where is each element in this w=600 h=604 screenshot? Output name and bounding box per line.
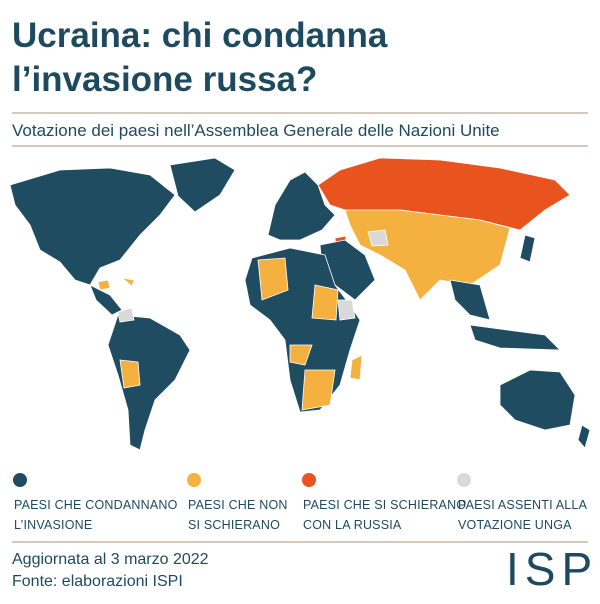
- region: [349, 354, 363, 381]
- region: [97, 279, 111, 291]
- legend-label: PAESI CHE NON: [188, 498, 288, 512]
- region: [257, 257, 289, 301]
- legend-label: PAESI ASSENTI ALLA: [458, 498, 588, 512]
- world-map: [9, 157, 591, 451]
- region: [449, 279, 491, 321]
- legend: PAESI CHE CONDANNANO L’INVASIONE PAESI CHE…: [13, 473, 588, 532]
- region: [367, 229, 389, 247]
- region: [107, 314, 191, 451]
- legend-swatch: [187, 473, 201, 487]
- region: [120, 277, 135, 287]
- region: [344, 209, 511, 301]
- region: [169, 157, 236, 213]
- legend-label: CON LA RUSSIA: [303, 518, 402, 532]
- region: [469, 324, 561, 351]
- region: [267, 171, 336, 241]
- legend-swatch: [302, 473, 316, 487]
- footer-line: Aggiornata al 3 marzo 2022: [12, 551, 209, 568]
- subtitle: Votazione dei paesi nell’Assemblea Gener…: [12, 121, 500, 140]
- region: [311, 284, 339, 321]
- title-line: l’invasione russa?: [12, 60, 317, 99]
- footer-line: Fonte: elaborazioni ISPI: [12, 573, 183, 590]
- legend-swatch: [13, 473, 27, 487]
- region: [301, 369, 336, 411]
- region: [577, 424, 591, 449]
- legend-label: L’INVASIONE: [14, 518, 92, 532]
- legend-label: PAESI CHE CONDANNANO: [14, 498, 178, 512]
- region: [9, 167, 176, 286]
- legend-label: PAESI CHE SI SCHIERANO: [303, 498, 466, 512]
- region: [499, 369, 576, 431]
- region: [119, 359, 141, 389]
- legend-swatch: [457, 473, 471, 487]
- region: [89, 284, 123, 316]
- region: [289, 344, 313, 366]
- legend-label: VOTAZIONE UNGA: [458, 518, 572, 532]
- region: [117, 307, 135, 323]
- legend-label: SI SCHIERANO: [188, 518, 280, 532]
- region: [337, 299, 356, 321]
- title-line: Ucraina: chi condanna: [12, 16, 388, 55]
- region: [519, 234, 536, 263]
- logo: ISPI: [506, 543, 600, 595]
